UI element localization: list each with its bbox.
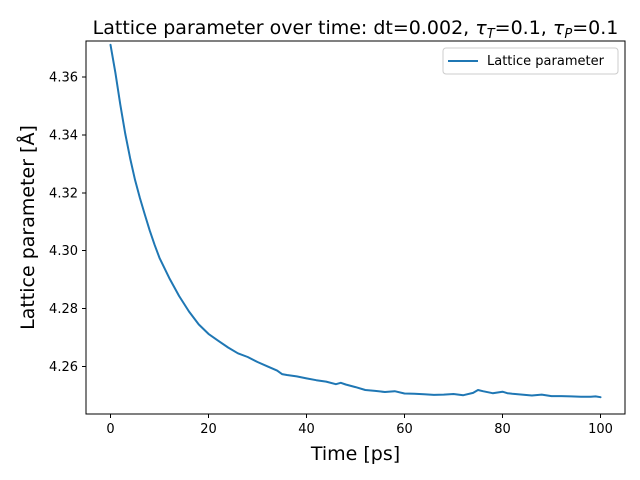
y-tick-label: 4.32 [49,186,78,201]
title-value-p: =0.1 [572,17,618,39]
legend-label: Lattice parameter [487,54,605,69]
y-axis-label: Lattice parameter [Å] [16,125,39,330]
x-tick-label: 40 [298,422,315,437]
y-tick-label: 4.34 [49,128,78,143]
plot-frame [85,40,626,415]
chart-title: Lattice parameter over time: dt=0.002, τ… [93,17,619,42]
legend: Lattice parameter [442,47,619,75]
x-tick-label: 0 [106,422,114,437]
y-tick-label: 4.36 [49,71,78,86]
x-axis-label: Time [ps] [310,443,400,465]
title-prefix: Lattice parameter over time: dt=0.002, [93,17,476,39]
x-tick-label: 60 [396,422,413,437]
title-subscript-t: T [487,27,496,42]
y-tick-label: 4.30 [49,244,78,259]
x-tick-label: 80 [494,422,511,437]
title-tau-symbol-p: τ [553,17,565,39]
y-tick-label: 4.28 [49,302,78,317]
y-axis-ticks: 4.26 4.28 4.30 4.32 4.34 4.36 [49,71,86,375]
x-tick-label: 100 [588,422,613,437]
title-subscript-p: P [564,27,572,42]
title-tau-symbol-t: τ [475,17,487,39]
series-line-lattice-parameter [109,43,602,399]
legend-box [442,47,619,75]
y-tick-label: 4.26 [49,360,78,375]
x-axis-ticks: 0 20 40 60 80 100 [106,414,613,437]
series-layer [109,43,602,399]
x-tick-label: 20 [200,422,217,437]
title-value-t: =0.1, [495,17,553,39]
